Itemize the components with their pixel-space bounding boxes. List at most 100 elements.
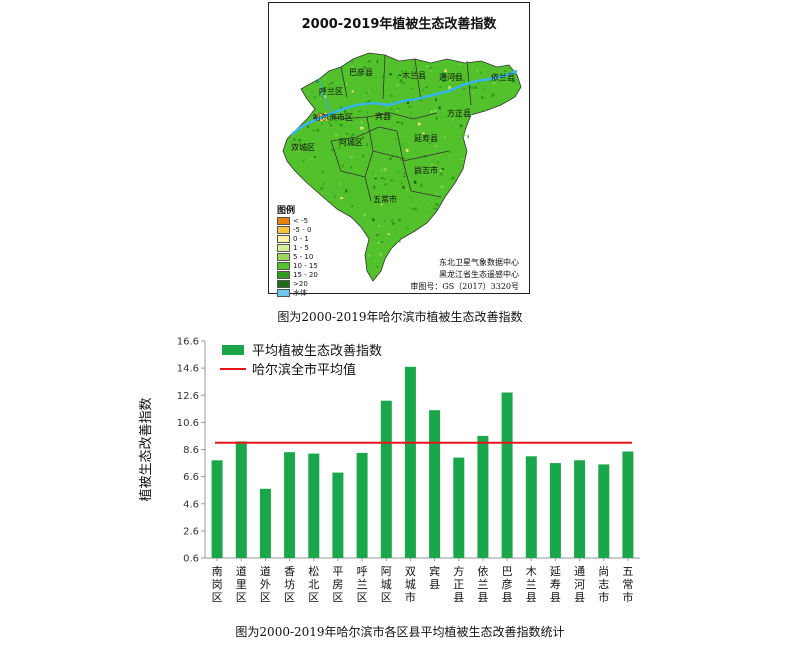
map-pixel (323, 77, 326, 80)
x-tick-label: 依兰县 (477, 565, 488, 604)
map-pixel (424, 77, 426, 80)
map-pixel (378, 224, 381, 227)
bar-方正县 (453, 457, 465, 558)
map-pixel (480, 71, 482, 74)
region-label-7: 方正县 (447, 108, 471, 118)
map-pixel (511, 76, 514, 78)
map-pixel (314, 156, 316, 158)
map-pixel (384, 177, 386, 180)
map-pixel (363, 66, 367, 69)
map-pixel (351, 133, 355, 136)
map-pixel (431, 110, 433, 113)
map-pixel (402, 82, 405, 84)
legend-item: 10 - 15 (277, 261, 318, 271)
map-pixel (374, 175, 377, 178)
map-pixel (351, 66, 354, 68)
y-tick-label: 0.6 (183, 554, 199, 565)
credit-line-3: 审图号：GS（2017）3320号 (410, 282, 519, 291)
legend-label: >20 (293, 280, 308, 288)
map-pixel (459, 124, 463, 127)
x-tick-label: 木兰县 (526, 565, 537, 604)
map-pixel (345, 83, 348, 86)
map-pixel (469, 113, 472, 116)
map-pixel (321, 96, 323, 100)
bar-呼兰区 (356, 452, 368, 558)
map-pixel (463, 88, 466, 90)
map-pixel (345, 189, 348, 193)
map-pixel (366, 101, 369, 104)
map-pixel (415, 172, 418, 175)
map-pixel (312, 129, 315, 132)
map-pixel (330, 202, 332, 205)
map-pixel (435, 98, 437, 102)
map-pixel (434, 145, 437, 147)
map-pixel (405, 149, 409, 152)
map-pixel (390, 108, 393, 110)
bar-五常市 (622, 451, 634, 558)
map-pixel (435, 203, 439, 206)
chart-x-labels: 南岗区 道里区 道外区 香坊区 松北区 平房区 呼兰区 阿城区 双城市 宾县 方正县 依兰县 巴彦县 木兰… (212, 558, 633, 604)
map-pixel (327, 84, 331, 86)
map-pixel (471, 86, 473, 90)
x-tick-label: 尚志市 (598, 564, 609, 604)
legend-line-label: 哈尔滨全市平均值 (252, 362, 356, 378)
map-pixel (452, 118, 454, 121)
map-pixel (391, 220, 393, 222)
x-tick-label: 松北区 (308, 564, 319, 604)
map-pixel (339, 183, 341, 185)
legend-label: 5 - 10 (293, 253, 314, 261)
x-tick-label: 五常市 (622, 565, 633, 604)
legend-label: 水体 (293, 289, 307, 297)
map-pixel (376, 233, 379, 237)
map-pixel (449, 151, 451, 154)
map-pixel (437, 161, 439, 164)
map-pixel (395, 138, 398, 139)
chart-y-ticks: 16.6 14.6 12.6 10.6 8.6 6.6 4.6 2.6 0.6 (177, 337, 205, 565)
map-pixel (390, 179, 393, 182)
bar-木兰县 (525, 456, 537, 558)
map-pixel (349, 156, 353, 158)
map-panel: 巴彦县 木兰县 通河县 依兰县 呼兰区 哈尔滨市区 宾县 方正县 双城区 阿城区 延寿县 尚志市 五常市… (268, 2, 530, 297)
map-pixel (337, 147, 341, 149)
legend-label: -5 - 0 (293, 226, 312, 234)
map-pixel (367, 60, 371, 63)
map-pixel (329, 124, 333, 127)
map-pixel (474, 86, 477, 89)
map-pixel (321, 192, 323, 195)
map-pixel (463, 133, 466, 137)
map-pixel (413, 67, 415, 70)
map-pixel (441, 168, 445, 171)
legend-swatch (277, 253, 290, 261)
map-pixel (436, 192, 438, 195)
map-pixel (358, 110, 361, 113)
map-pixel (443, 136, 446, 138)
map-pixel (362, 154, 365, 158)
map-pixel (344, 110, 347, 112)
map-pixel (373, 113, 375, 115)
map-pixel (335, 133, 338, 137)
map-pixel (400, 70, 403, 73)
map-pixel (429, 142, 431, 145)
map-pixel (350, 165, 352, 169)
map-caption: 图为2000-2019年哈尔滨市植被生态改善指数 (277, 310, 523, 324)
y-tick-label: 14.6 (177, 364, 199, 375)
region-label-6: 宾县 (375, 111, 391, 121)
map-pixel (340, 106, 343, 110)
map-pixel (360, 121, 363, 124)
map-pixel (440, 170, 442, 172)
map-pixel (503, 70, 507, 72)
legend-item: < -5 (277, 216, 308, 226)
map-pixel (440, 185, 444, 189)
map-pixel (299, 140, 302, 142)
bar-chart: 16.6 14.6 12.6 10.6 8.6 6.6 4.6 2.6 0.6 南岗区 道里区 道外… (138, 337, 640, 604)
map-pixel (381, 106, 383, 108)
map-pixel (405, 73, 408, 76)
map-pixel (482, 96, 485, 98)
map-pixel (406, 188, 408, 191)
bar-阿城区 (380, 400, 392, 558)
region-label-2: 通河县 (439, 72, 463, 82)
map-pixel (459, 116, 461, 118)
bar-道里区 (235, 441, 247, 558)
bar-松北区 (308, 453, 320, 558)
